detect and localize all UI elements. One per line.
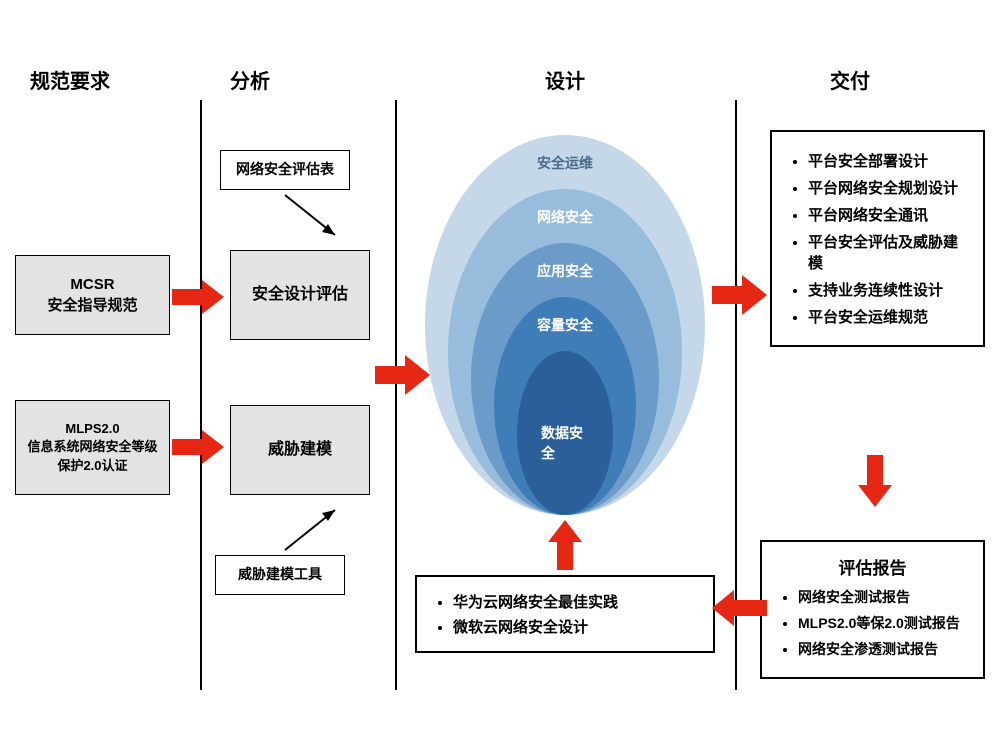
practice-item: 微软云网络安全设计: [453, 616, 699, 637]
deliver-list-box: 平台安全部署设计平台网络安全规划设计平台网络安全通讯平台安全评估及威胁建模支持业…: [770, 130, 985, 347]
spec-box-mcsr: MCSR 安全指导规范: [15, 255, 170, 335]
divider-2: [395, 100, 397, 690]
divider-1: [200, 100, 202, 690]
stage-header-design: 设计: [545, 65, 585, 94]
onion-label-0: 安全运维: [537, 153, 593, 173]
deliver-item: 平台安全部署设计: [808, 150, 969, 171]
arrow-deliver-to-report: [858, 455, 892, 510]
analyze-threat-tool: 威胁建模工具: [215, 555, 345, 595]
deliver-item: 平台安全评估及威胁建模: [808, 231, 969, 273]
stage-header-spec: 规范要求: [30, 65, 110, 94]
practice-item: 华为云网络安全最佳实践: [453, 591, 699, 612]
onion-label-2: 应用安全: [537, 261, 593, 281]
spec-box-mlps: MLPS2.0 信息系统网络安全等级 保护2.0认证: [15, 400, 170, 495]
mcsr-line1: MCSR: [70, 274, 114, 295]
onion-label-1: 网络安全: [537, 207, 593, 227]
deliver-item: 平台网络安全规划设计: [808, 177, 969, 198]
report-title: 评估报告: [776, 554, 969, 579]
report-item: 网络安全测试报告: [798, 587, 969, 607]
stage-header-analyze: 分析: [230, 65, 270, 94]
onion-ring-4: 数据安全: [517, 351, 613, 515]
mcsr-line2: 安全指导规范: [47, 295, 137, 316]
analyze-design-eval: 安全设计评估: [230, 250, 370, 340]
deliver-item: 平台安全运维规范: [808, 306, 969, 327]
arrow-design-to-deliver: [712, 275, 767, 315]
practices-box: 华为云网络安全最佳实践微软云网络安全设计: [415, 575, 715, 653]
analyze-threat-model: 威胁建模: [230, 405, 370, 495]
arrow-practices-to-onion: [548, 520, 582, 570]
report-item: MLPS2.0等保2.0测试报告: [798, 613, 969, 633]
analyze-eval-table: 网络安全评估表: [220, 150, 350, 190]
stage-header-deliver: 交付: [830, 65, 870, 94]
arrow-spec-to-threat: [172, 430, 227, 464]
mlps-line3: 保护2.0认证: [57, 457, 127, 475]
report-item: 网络安全渗透测试报告: [798, 639, 969, 659]
onion-label-3: 容量安全: [537, 315, 593, 335]
deliver-item: 支持业务连续性设计: [808, 279, 969, 300]
arrow-analyze-to-design: [375, 355, 430, 395]
arrow-spec-to-eval: [172, 280, 227, 314]
mlps-line2: 信息系统网络安全等级: [27, 438, 157, 456]
arrow-report-to-practices: [712, 590, 767, 626]
black-arrow-2: [280, 495, 360, 555]
onion-diagram: 安全运维网络安全应用安全容量安全数据安全: [425, 135, 705, 515]
report-box: 评估报告 网络安全测试报告 MLPS2.0等保2.0测试报告网络安全渗透测试报告: [760, 540, 985, 679]
black-arrow-1: [280, 190, 360, 250]
onion-label-4: 数据安全: [541, 423, 589, 463]
mlps-line1: MLPS2.0: [65, 420, 119, 438]
deliver-item: 平台网络安全通讯: [808, 204, 969, 225]
